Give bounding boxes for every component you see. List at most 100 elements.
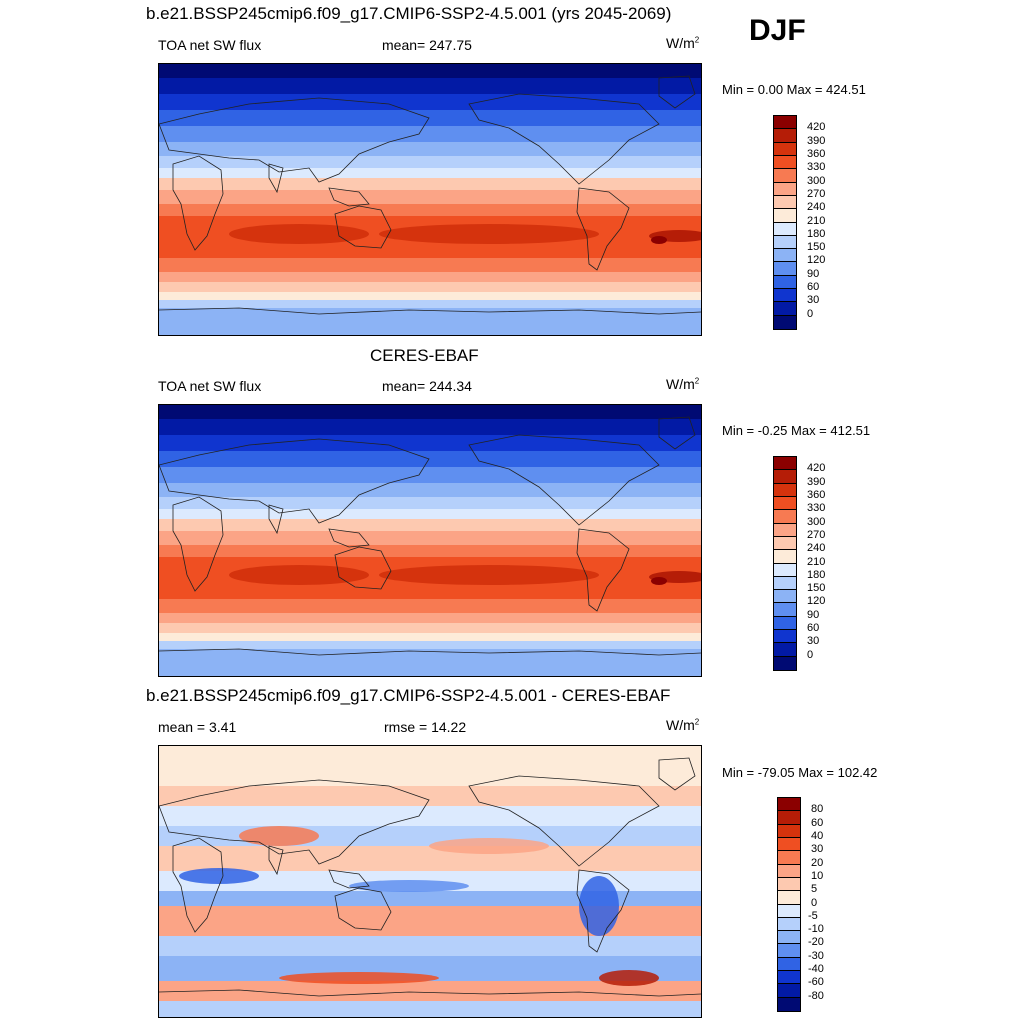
colorbar-tick-label: 0 — [807, 307, 814, 320]
field-blob — [239, 826, 319, 846]
colorbar-tick-label: 120 — [807, 595, 826, 608]
colorbar-box — [774, 116, 796, 130]
colorbar-box — [774, 510, 796, 524]
colorbar-tick-label: 180 — [807, 227, 826, 240]
colorbar-box — [774, 576, 796, 591]
field-band — [159, 126, 701, 142]
field-band — [159, 613, 701, 623]
field-band — [159, 649, 701, 676]
field-band — [159, 300, 701, 308]
panel-3-title: b.e21.BSSP245cmip6.f09_g17.CMIP6-SSP2-4.… — [146, 686, 671, 705]
field-band — [159, 272, 701, 282]
colorbar-tick-label: 0 — [807, 648, 814, 661]
field-blob — [379, 224, 599, 244]
field-band — [159, 435, 701, 451]
coastline — [159, 648, 701, 656]
colorbar-box — [778, 997, 800, 1011]
colorbar-box — [774, 496, 796, 511]
field-band — [159, 78, 701, 94]
colorbar-tick-label: 390 — [807, 134, 826, 147]
colorbar-tick-label: -20 — [808, 936, 824, 949]
field-band — [159, 292, 701, 300]
coastline — [576, 528, 630, 612]
colorbar-box — [774, 536, 796, 551]
colorbar-box — [774, 523, 796, 537]
colorbar-tick-label: 30 — [811, 843, 824, 856]
panel-1-variable: TOA net SW flux — [158, 37, 262, 53]
colorbar-tick-label: 270 — [807, 528, 826, 541]
colorbar-tick-label: -60 — [808, 976, 824, 989]
coastline — [159, 307, 701, 315]
field-band — [159, 846, 701, 871]
colorbar-tick-label: 240 — [807, 542, 826, 555]
colorbar-box — [774, 222, 796, 236]
colorbar-box — [778, 944, 800, 958]
colorbar-box — [778, 904, 800, 918]
field-band — [159, 190, 701, 204]
colorbar-box — [778, 931, 800, 945]
field-blob — [599, 970, 659, 986]
coastline — [172, 837, 224, 933]
panel-1-mean: mean= 247.75 — [382, 37, 472, 53]
colorbar-box — [778, 824, 800, 838]
colorbar-tick-label: 10 — [811, 869, 824, 882]
field-band — [159, 405, 701, 419]
coastline — [334, 887, 392, 931]
panel-3-minmax: Min = -79.05 Max = 102.42 — [722, 765, 878, 780]
panel-3-map-svg — [159, 746, 701, 1017]
colorbar-tick-label: 180 — [807, 568, 826, 581]
panel-2-variable: TOA net SW flux — [158, 378, 262, 394]
panel-3-units: W/m2 — [666, 717, 700, 733]
field-band — [159, 156, 701, 168]
panel-3-map — [158, 745, 702, 1018]
coastline — [658, 757, 696, 791]
colorbar-tick-label: 360 — [807, 147, 826, 160]
field-blob — [349, 880, 469, 892]
colorbar-tick-label: 300 — [807, 174, 826, 187]
field-band — [159, 483, 701, 497]
colorbar-box — [774, 550, 796, 564]
colorbar-box — [774, 630, 796, 644]
colorbar-tick-label: 330 — [807, 161, 826, 174]
colorbar-box — [778, 851, 800, 865]
field-blob — [179, 868, 259, 884]
colorbar-tick-label: 120 — [807, 254, 826, 267]
field-band — [159, 641, 701, 649]
colorbar-box — [774, 616, 796, 631]
colorbar-box — [774, 249, 796, 263]
field-band — [159, 519, 701, 531]
coastline — [172, 155, 224, 251]
colorbar-tick-label: 270 — [807, 187, 826, 200]
colorbar-box — [774, 483, 796, 497]
colorbar-box — [778, 984, 800, 998]
field-band — [159, 531, 701, 545]
coastline — [268, 163, 284, 194]
colorbar-tick-label: 90 — [807, 608, 820, 621]
colorbar-box — [778, 891, 800, 905]
colorbar-box — [774, 155, 796, 170]
colorbar-box — [774, 603, 796, 617]
colorbar-tick-label: 20 — [811, 856, 824, 869]
coastline — [268, 845, 284, 876]
panel-1-units: W/m2 — [666, 35, 700, 51]
colorbar-box — [774, 315, 796, 329]
colorbar-box — [774, 656, 796, 670]
field-band — [159, 633, 701, 641]
coastline — [468, 775, 660, 867]
field-band — [159, 64, 701, 78]
field-blob — [651, 577, 667, 585]
colorbar-tick-label: 30 — [807, 635, 820, 648]
field-band — [159, 981, 701, 1001]
colorbar-box — [774, 470, 796, 484]
coastline — [159, 438, 430, 524]
field-band — [159, 786, 701, 806]
field-band — [159, 906, 701, 936]
field-band — [159, 419, 701, 435]
panel-1-minmax: Min = 0.00 Max = 424.51 — [722, 82, 866, 97]
colorbar-tick-label: -30 — [808, 949, 824, 962]
panel-3-mean: mean = 3.41 — [158, 719, 237, 735]
colorbar-box — [774, 182, 796, 196]
panel-2-colorbar — [773, 456, 797, 671]
colorbar-tick-label: 5 — [811, 883, 818, 896]
colorbar-tick-label: 420 — [807, 121, 826, 134]
